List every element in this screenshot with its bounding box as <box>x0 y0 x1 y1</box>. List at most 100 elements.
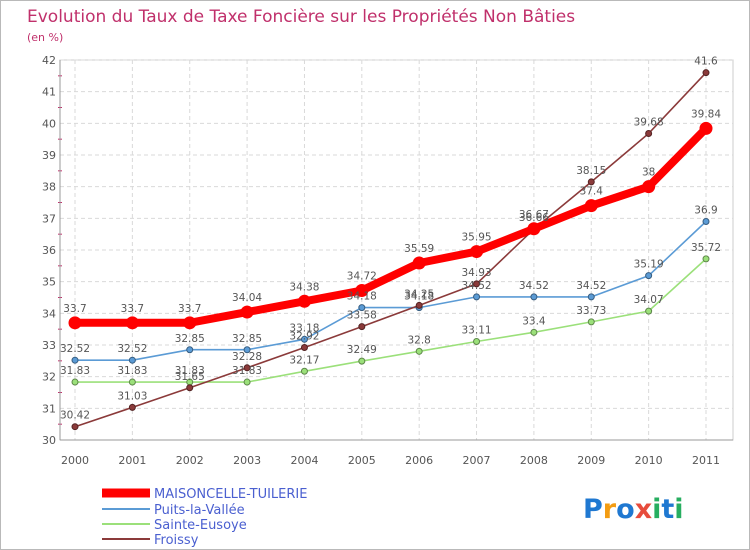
data-point <box>186 346 194 354</box>
data-point <box>183 316 197 330</box>
x-tick-label: 2004 <box>290 454 318 467</box>
data-label: 33.4 <box>522 315 546 327</box>
proxiti-logo: Proxiti <box>583 494 684 525</box>
data-label: 38.15 <box>576 165 606 177</box>
data-point <box>415 301 423 309</box>
data-label: 33.7 <box>63 303 86 315</box>
logo-letter: t <box>661 494 674 525</box>
data-label: 36.9 <box>694 205 717 217</box>
data-label: 33.18 <box>289 322 319 334</box>
data-label: 38 <box>642 167 655 179</box>
data-label: 31.83 <box>60 365 90 377</box>
data-label: 32.17 <box>289 354 319 366</box>
y-tick-label: 31 <box>42 402 56 415</box>
data-label: 30.42 <box>60 410 90 422</box>
data-point <box>473 280 481 288</box>
data-point <box>355 284 369 298</box>
data-label: 33.73 <box>576 305 606 317</box>
data-label: 34.52 <box>462 280 492 292</box>
data-point <box>71 423 79 431</box>
data-label: 32.85 <box>175 333 205 345</box>
data-label: 35.72 <box>691 242 721 254</box>
y-tick-label: 35 <box>42 276 56 289</box>
data-point <box>71 378 79 386</box>
chart-subtitle: (en %) <box>27 31 63 44</box>
data-label: 34.93 <box>462 267 492 279</box>
axes: 30 31 32 33 34 35 36 37 38 39 40 41 42 2000 2001 2002 20… <box>42 54 733 467</box>
data-point <box>358 304 366 312</box>
data-point <box>300 335 308 343</box>
data-label: 41.6 <box>694 56 718 68</box>
x-tick-label: 2007 <box>463 454 491 467</box>
y-tick-label: 33 <box>42 339 56 352</box>
data-point <box>530 293 538 301</box>
x-tick-label: 2009 <box>577 454 605 467</box>
series-line <box>74 71 707 428</box>
data-point <box>243 364 251 372</box>
data-point <box>699 121 713 135</box>
data-point <box>358 357 366 365</box>
series-maisoncelle-tuilerie <box>68 121 713 330</box>
x-tick-label: 2010 <box>635 454 663 467</box>
y-tick-label: 36 <box>42 244 56 257</box>
data-point <box>300 344 308 352</box>
y-tick-label: 40 <box>42 117 56 130</box>
legend-label: Froissy <box>154 533 199 548</box>
data-label: 31.83 <box>175 365 205 377</box>
data-label: 33.7 <box>121 303 144 315</box>
x-tick-label: 2005 <box>348 454 376 467</box>
series-line <box>74 220 707 362</box>
y-tick-label: 30 <box>42 434 56 447</box>
data-point <box>587 293 595 301</box>
data-label: 32.49 <box>347 344 377 356</box>
series-lines <box>68 69 713 431</box>
data-point <box>530 328 538 336</box>
x-tick-label: 2003 <box>233 454 261 467</box>
data-point <box>645 272 653 280</box>
legend-label: MAISONCELLE-TUILERIE <box>154 487 307 502</box>
grid-lines <box>60 59 733 441</box>
data-label: 39.68 <box>634 116 664 128</box>
x-tick-label: 2002 <box>176 454 204 467</box>
logo-letter: r <box>603 494 617 525</box>
x-tick-label: 2006 <box>405 454 433 467</box>
data-label: 34.18 <box>404 291 434 303</box>
logo-letter: P <box>583 494 603 525</box>
data-label: 32.52 <box>117 343 147 355</box>
data-point <box>125 316 139 330</box>
y-tick-label: 32 <box>42 371 56 384</box>
data-label: 33.11 <box>462 325 492 337</box>
legend: MAISONCELLE-TUILERIEPuits-la-ValléeSaint… <box>102 487 307 548</box>
data-label: 34.52 <box>519 280 549 292</box>
data-label: 34.07 <box>634 294 664 306</box>
data-label: 34.25 <box>404 288 434 300</box>
data-point <box>702 218 710 225</box>
logo-letter: x <box>635 494 652 525</box>
data-point <box>71 356 79 364</box>
data-label: 31.03 <box>117 390 147 402</box>
series-froissy <box>71 69 710 431</box>
data-point <box>587 178 595 186</box>
data-label: 33.58 <box>347 310 377 322</box>
y-tick-label: 41 <box>42 86 56 99</box>
y-tick-label: 34 <box>42 307 56 320</box>
data-label: 34.38 <box>289 281 319 293</box>
y-tick-label: 42 <box>42 54 56 67</box>
data-point <box>645 129 653 137</box>
data-label: 36.66 <box>519 212 549 224</box>
data-point <box>587 318 595 326</box>
legend-label: Sainte-Eusoye <box>154 518 247 533</box>
x-tick-label: 2008 <box>520 454 548 467</box>
data-label: 39.84 <box>691 108 721 120</box>
data-point <box>642 180 656 194</box>
data-label: 35.19 <box>634 259 664 271</box>
data-point <box>128 403 136 411</box>
data-label: 34.04 <box>232 292 262 304</box>
data-label: 32.92 <box>289 331 319 343</box>
y-tick-label: 38 <box>42 181 56 194</box>
data-label: 34.18 <box>347 291 377 303</box>
y-tick-label: 37 <box>42 212 56 225</box>
data-label: 34.72 <box>347 271 377 283</box>
data-label: 32.85 <box>232 333 262 345</box>
